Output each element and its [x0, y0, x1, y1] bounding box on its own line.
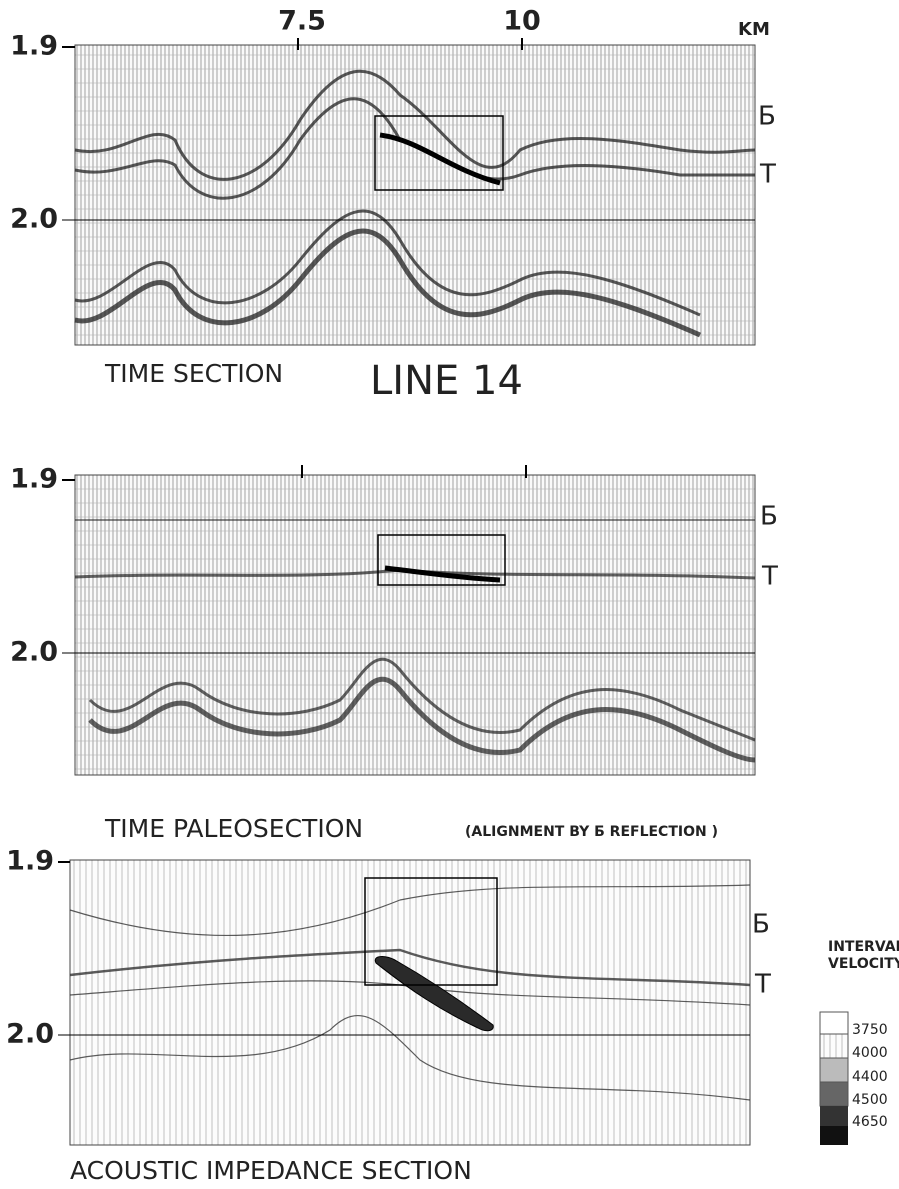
line-title: LINE 14: [370, 358, 523, 404]
anomaly: [374, 956, 494, 1032]
legend-title: VELOCITY: [828, 956, 899, 972]
y-tick-label: 2.0: [10, 204, 58, 235]
y-tick-label: 1.9: [10, 31, 58, 62]
time-section: 1.9 2.0 7.5 10 KM Б T TIME SECTION LINE …: [10, 6, 776, 405]
y-tick-label: 2.0: [10, 637, 58, 668]
horizon-label: T: [759, 160, 776, 190]
legend-value: 4000: [852, 1045, 888, 1061]
legend-value: 4400: [852, 1069, 888, 1085]
section-image: [69, 859, 751, 1146]
horizon-label: Б: [758, 102, 776, 132]
reflections: [74, 69, 756, 338]
time-paleosection: 1.9 2.0 Б T TIME PALEOSECTION (ALIGNMENT…: [10, 464, 778, 844]
horizon-label: T: [761, 562, 778, 592]
highlight-box: [377, 534, 506, 586]
x-tick-label: 7.5: [278, 6, 326, 37]
caption: TIME PALEOSECTION: [104, 814, 363, 843]
section-image: [74, 44, 756, 346]
horizon-label: Б: [760, 502, 778, 532]
caption: ACOUSTIC IMPEDANCE SECTION: [70, 1156, 472, 1185]
x-tick-label: 10: [503, 6, 541, 37]
legend-swatch: [819, 1011, 849, 1035]
legend-value: 4650: [852, 1114, 888, 1130]
legend-value: 4500: [852, 1092, 888, 1108]
velocity-legend: INTERVAL VELOCITY 3750 4000 4400 4500 46…: [819, 939, 899, 1145]
legend-swatch: [820, 1106, 848, 1126]
legend-value: 3750: [852, 1022, 888, 1038]
anomaly: [379, 132, 501, 186]
legend-swatch: [819, 1057, 849, 1083]
anomaly: [384, 565, 501, 583]
x-unit: KM: [738, 19, 770, 40]
y-tick-label: 1.9: [6, 846, 54, 877]
section-image: [74, 474, 756, 776]
acoustic-impedance-section: 1.9 2.0 Б T ACOUSTIC IMPEDANCE SECTION: [6, 846, 771, 1186]
legend-swatch: [819, 1081, 849, 1107]
caption-note: (ALIGNMENT BY Б REFLECTION ): [465, 824, 718, 840]
legend-swatch: [819, 1033, 849, 1059]
horizon-label: T: [754, 970, 771, 1000]
y-tick-label: 1.9: [10, 464, 58, 495]
legend-swatch: [820, 1126, 848, 1145]
highlight-box: [364, 877, 498, 986]
legend-title: INTERVAL: [828, 939, 899, 955]
highlight-box: [374, 115, 504, 191]
horizon-label: Б: [752, 910, 770, 940]
y-tick-label: 2.0: [6, 1019, 54, 1050]
caption: TIME SECTION: [104, 359, 283, 388]
